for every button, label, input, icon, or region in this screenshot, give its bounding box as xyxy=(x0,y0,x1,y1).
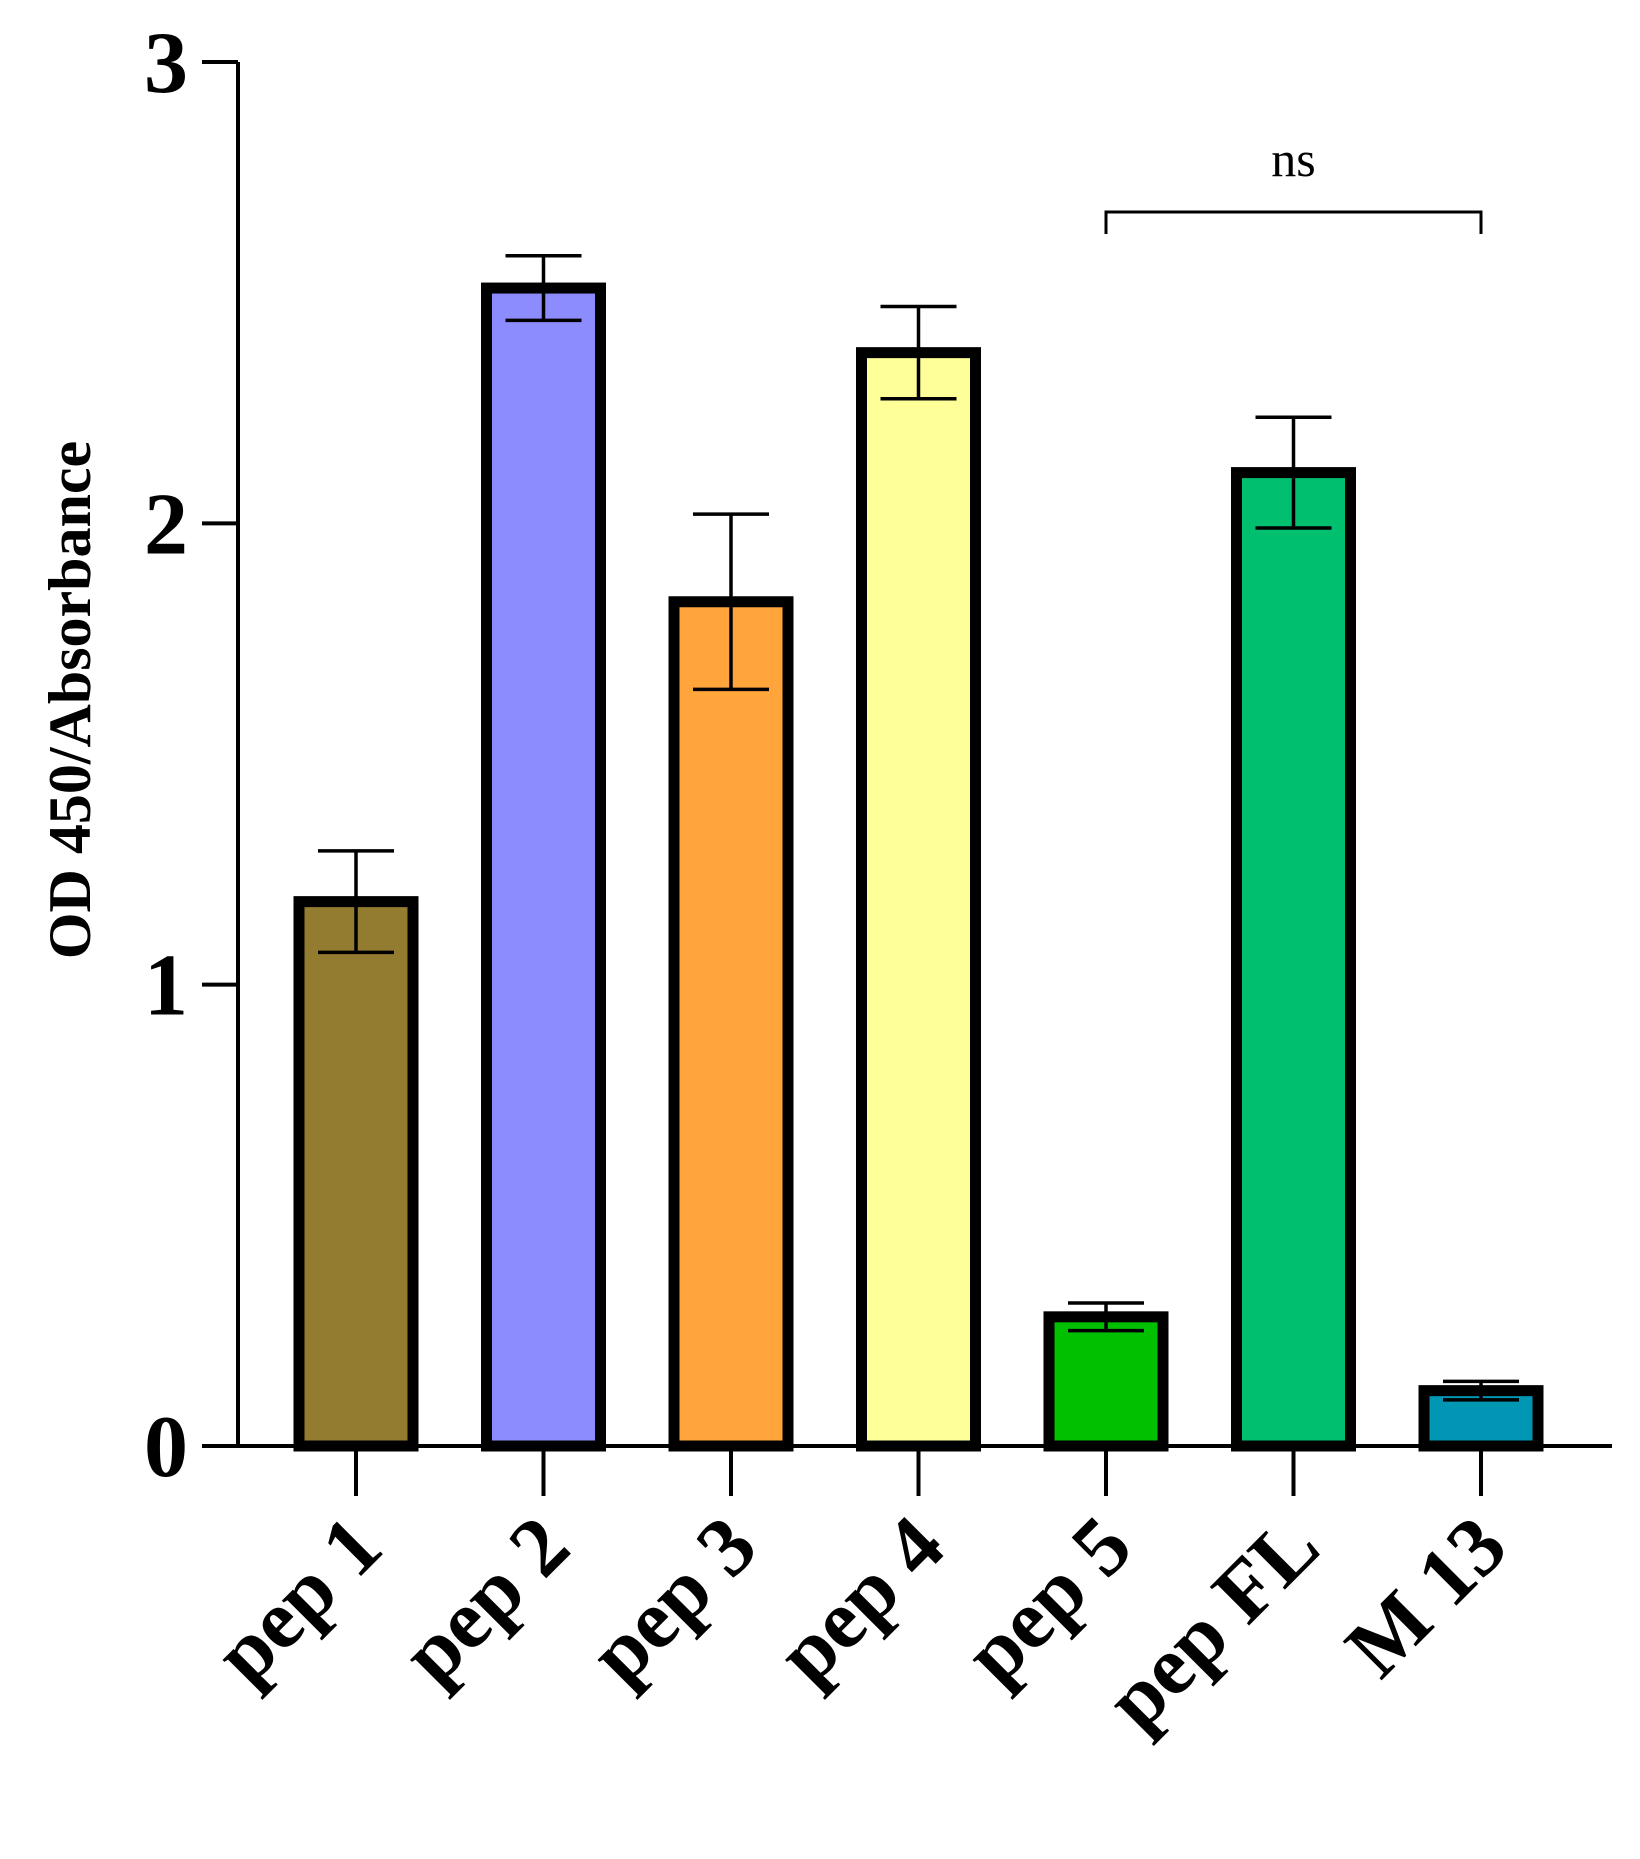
significance-annotations: ns xyxy=(1104,131,1483,234)
bars xyxy=(293,254,1544,1452)
x-tick-label: pep 1 xyxy=(197,1499,400,1702)
bar xyxy=(856,347,981,1452)
bar xyxy=(293,896,419,1452)
y-tick-label: 2 xyxy=(144,476,188,573)
x-tick-label: pep 3 xyxy=(572,1499,775,1702)
x-tick-label: pep 4 xyxy=(759,1499,962,1702)
y-tick-label: 3 xyxy=(144,15,188,112)
bar xyxy=(668,596,794,1452)
significance-bracket xyxy=(1104,210,1483,234)
x-tick-label: pep FL xyxy=(1088,1499,1337,1748)
y-ticks: 0 1 2 3 xyxy=(144,15,238,1496)
bar xyxy=(481,282,606,1452)
y-tick-label: 1 xyxy=(144,938,188,1035)
bar xyxy=(1043,1311,1169,1452)
x-tick-label: pep 2 xyxy=(384,1499,587,1702)
x-tick-label: M 13 xyxy=(1328,1499,1524,1695)
bar xyxy=(1231,467,1356,1452)
significance-label: ns xyxy=(1271,131,1315,187)
y-axis-title: OD 450/Absorbance xyxy=(37,441,103,959)
y-tick-label: 0 xyxy=(144,1399,188,1496)
